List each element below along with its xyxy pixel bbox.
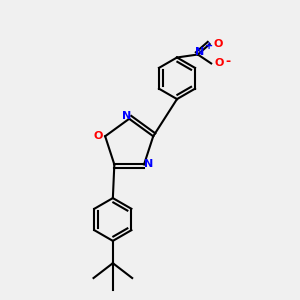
Text: N: N <box>144 160 153 170</box>
Text: N: N <box>122 111 131 121</box>
Text: -: - <box>225 56 230 68</box>
Text: O: O <box>213 39 223 49</box>
Text: N: N <box>195 47 204 57</box>
Text: O: O <box>93 131 102 141</box>
Text: +: + <box>205 41 213 52</box>
Text: O: O <box>215 58 224 68</box>
